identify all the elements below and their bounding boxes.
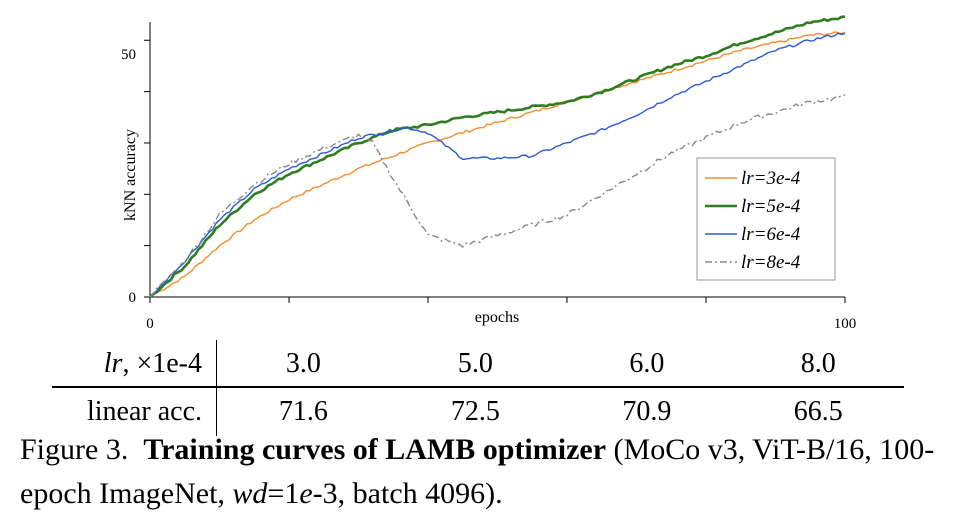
table-header-row: lr, ×1e-4 3.0 5.0 6.0 8.0	[52, 340, 904, 387]
series-line-lr-6e-4	[149, 32, 846, 298]
line-chart: lr=3e-4 lr=5e-4 lr=6e-4 lr=8e-4 epochs kNN …	[121, 15, 857, 332]
table-row: linear acc. 71.6 72.5 70.9 66.5	[52, 386, 904, 436]
linear-acc-value: 71.6	[216, 386, 390, 436]
linear-acc-label: linear acc.	[52, 386, 217, 436]
lr-value: 6.0	[629, 348, 665, 379]
caption-rest-1: (MoCo v3, ViT-B/16, 100-epoch ImageNet,	[20, 433, 935, 510]
legend-label: lr=6e-4	[741, 224, 801, 245]
lr-value: 3.0	[285, 348, 321, 379]
x-tick-label-100: 100	[834, 316, 857, 332]
x-tick-label-0: 0	[146, 316, 154, 332]
y-tick-label-50: 50	[121, 47, 136, 63]
series-line-lr-8e-4	[149, 94, 846, 298]
figure-caption: Figure 3. Training curves of LAMB optimi…	[20, 428, 945, 516]
linear-acc-value: 66.5	[732, 386, 904, 436]
results-table: lr, ×1e-4 3.0 5.0 6.0 8.0 linear acc. 71…	[52, 340, 904, 436]
caption-wd: wd	[232, 477, 268, 510]
lr-unit: , ×1e-4	[122, 348, 202, 379]
x-axis-label: epochs	[475, 309, 519, 326]
legend-label: lr=3e-4	[741, 168, 801, 189]
lr-header-cell: lr, ×1e-4	[52, 340, 217, 387]
chart-axes	[144, 22, 846, 303]
series-line-lr-3e-4	[149, 31, 846, 298]
lr-value: 5.0	[457, 348, 493, 379]
chart-series	[149, 15, 846, 298]
legend-label: lr=8e-4	[741, 252, 801, 273]
linear-acc-value: 72.5	[389, 386, 562, 436]
lr-value: 8.0	[800, 348, 836, 379]
caption-rest-2: -3, batch 4096).	[312, 477, 503, 510]
caption-prefix: Figure 3.	[20, 433, 129, 466]
legend-label: lr=5e-4	[741, 196, 801, 217]
lr-symbol: lr	[103, 348, 123, 379]
caption-e: e	[299, 477, 313, 510]
chart-legend: lr=3e-4 lr=5e-4 lr=6e-4 lr=8e-4	[696, 157, 836, 281]
y-tick-label-0: 0	[129, 290, 137, 306]
caption-eq: =1	[267, 477, 300, 510]
series-line-lr-5e-4	[149, 15, 846, 298]
y-axis-label: kNN accuracy	[122, 129, 139, 221]
linear-acc-value: 70.9	[561, 386, 733, 436]
caption-title: Training curves of LAMB optimizer	[143, 433, 607, 466]
